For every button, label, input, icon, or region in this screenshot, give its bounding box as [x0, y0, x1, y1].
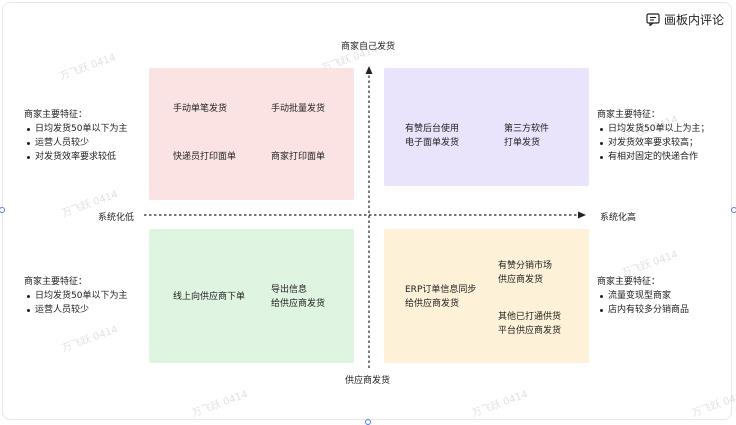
- features-bottom-right: 商家主要特征： 流量变现型商家 店内有较多分销商品: [597, 275, 689, 317]
- quadrant-item: 有赞分销市场 供应商发货: [498, 259, 552, 287]
- feature-bullet: 店内有较多分销商品: [599, 305, 690, 315]
- quadrant-item: 手动单笔发货: [173, 104, 228, 114]
- quadrant-item: 手动批量发货: [271, 104, 326, 114]
- quadrant-item-line: 平台供应商发货: [498, 326, 562, 336]
- quadrant-item: 商家打印面单: [271, 152, 326, 162]
- feature-bullet: 对发货效率要求较高；: [599, 136, 709, 150]
- features-title: 商家主要特征：: [597, 277, 661, 287]
- feature-bullet: 流量变现型商家: [599, 289, 689, 303]
- quadrant-item: 导出信息 给供应商发货: [271, 283, 325, 311]
- resize-handle-left[interactable]: [0, 207, 5, 213]
- quadrant-item-line: 导出信息: [271, 285, 308, 295]
- quadrant-bottom-left: [149, 229, 354, 363]
- quadrant-item: 有赞后台使用 电子面单发货: [405, 122, 459, 150]
- quadrant-top-right: [384, 68, 589, 186]
- board-comment-label: 画板内评论: [663, 12, 724, 27]
- comment-icon: [646, 12, 660, 26]
- quadrant-item: 快递员打印面单: [173, 152, 237, 162]
- quadrant-item-line: 供应商发货: [498, 275, 544, 285]
- feature-bullet: 运营人员较少: [26, 136, 127, 150]
- quadrant-item: 其他已打通供货 平台供应商发货: [498, 310, 561, 338]
- quadrant-item-line: 有赞分销市场: [498, 261, 553, 271]
- quadrant-item-line: 打单发货: [504, 138, 541, 148]
- feature-bullet: 对发货效率要求较低: [26, 150, 127, 164]
- quadrant-bottom-right: [384, 229, 589, 363]
- quadrant-item-line: 有赞后台使用: [405, 124, 460, 134]
- feature-bullet: 有相对固定的快递合作: [599, 150, 709, 164]
- axis-label-right: 系统化高: [600, 213, 637, 223]
- quadrant-item-line: 给供应商发货: [405, 299, 460, 309]
- feature-bullet: 日均发货50单以上为主；: [599, 124, 710, 134]
- feature-bullet: 运营人员较少: [26, 303, 127, 317]
- axis-label-left: 系统化低: [98, 213, 135, 223]
- feature-bullet: 日均发货50单以下为主: [26, 291, 128, 301]
- axis-label-bottom: 供应商发货: [345, 376, 391, 386]
- axis-label-top: 商家自己发货: [341, 42, 396, 52]
- quadrant-item-line: 第三方软件: [504, 124, 550, 134]
- features-title: 商家主要特征：: [24, 277, 88, 287]
- quadrant-item-line: 其他已打通供货: [498, 312, 562, 322]
- vertical-axis-arrow: [365, 66, 373, 74]
- board-comment-button[interactable]: 画板内评论: [646, 10, 724, 28]
- quadrant-item-line: 给供应商发货: [271, 299, 326, 309]
- quadrant-item-line: ERP订单信息同步: [405, 285, 477, 295]
- quadrant-item-line: 电子面单发货: [405, 138, 460, 148]
- resize-handle-right[interactable]: [731, 207, 736, 213]
- features-top-left: 商家主要特征： 日均发货50单以下为主 运营人员较少 对发货效率要求较低: [24, 108, 127, 164]
- quadrant-item: 第三方软件 打单发货: [504, 122, 549, 150]
- features-top-right: 商家主要特征： 日均发货50单以上为主； 对发货效率要求较高； 有相对固定的快递…: [597, 108, 709, 164]
- features-title: 商家主要特征：: [24, 110, 88, 120]
- quadrant-item: ERP订单信息同步 给供应商发货: [405, 283, 476, 311]
- horizontal-axis-arrow: [578, 211, 586, 219]
- quadrant-item: 线上向供应商下单: [173, 292, 246, 302]
- feature-bullet: 日均发货50单以下为主: [26, 124, 128, 134]
- quadrant-top-left: [149, 68, 354, 200]
- features-bottom-left: 商家主要特征： 日均发货50单以下为主 运营人员较少: [24, 275, 127, 317]
- features-title: 商家主要特征：: [597, 110, 661, 120]
